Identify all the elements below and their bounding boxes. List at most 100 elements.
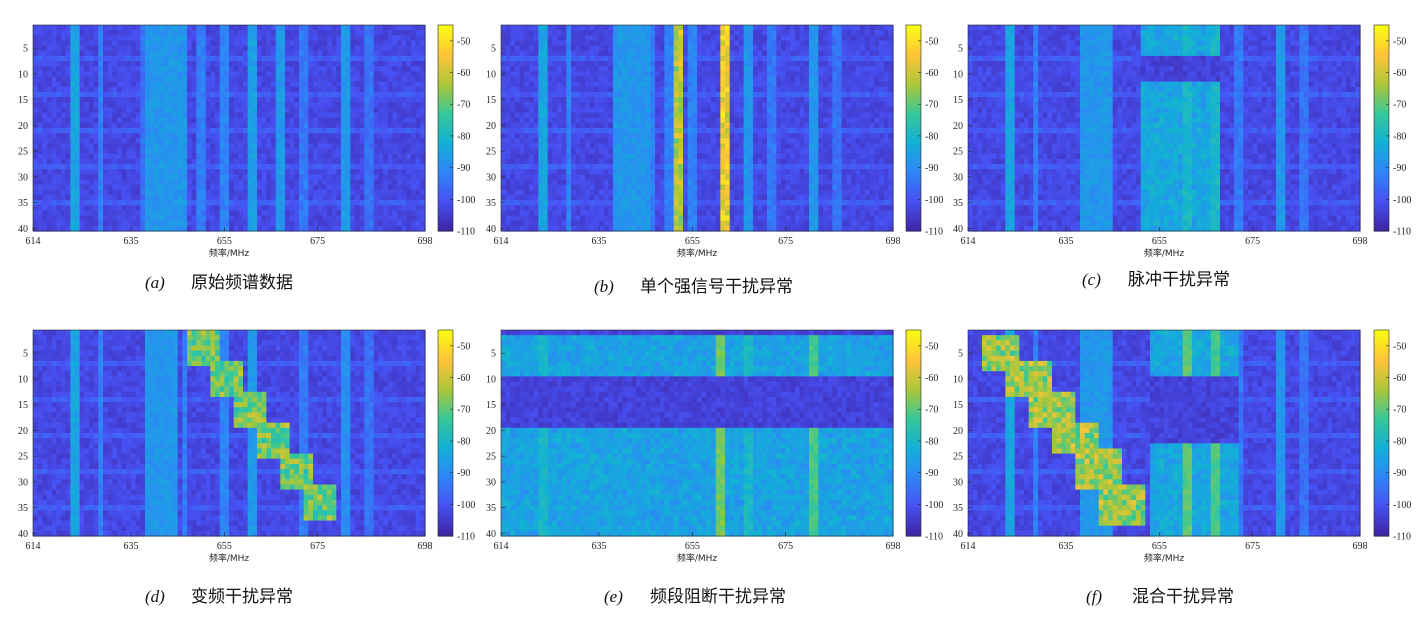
x-tick-label: 675 [310,236,325,247]
heatmap-cell [599,76,605,83]
heatmap-cell [196,179,202,186]
heatmap-cell [257,86,263,93]
heatmap-cell [140,50,146,57]
heatmap-cell [336,220,342,227]
heatmap-cell [767,91,773,98]
heatmap-cell [266,107,272,114]
heatmap-cell [580,61,586,67]
heatmap-cell [336,158,342,165]
heatmap-cells [33,25,426,232]
heatmap-cell [415,35,421,42]
heatmap-cell [266,174,272,181]
heatmap-cell [519,45,525,52]
heatmap-cell [823,50,829,57]
heatmap-cell [846,61,852,67]
heatmap-cell [322,184,328,191]
heatmap-cell [294,91,300,98]
heatmap-cell [285,194,291,201]
heatmap-cell [219,97,225,103]
heatmap-cell [378,169,384,175]
heatmap-cell [65,86,71,93]
colorbar-swatch [438,76,453,81]
heatmap-cell [739,50,745,57]
heatmap-cell [299,107,305,114]
heatmap-cell [280,143,286,150]
heatmap-cell [851,112,857,119]
heatmap-cell [659,66,665,72]
heatmap-cell [243,76,249,83]
heatmap-cell [659,86,665,93]
heatmap-cell [743,102,749,108]
heatmap-cell [515,35,521,42]
heatmap-cell [233,210,239,217]
heatmap-cell [289,102,295,108]
heatmap-cell [865,86,871,93]
heatmap-cell [411,205,417,211]
heatmap-cell [809,86,815,93]
heatmap-cell [112,194,118,201]
heatmap-cell [355,55,361,62]
heatmap-cell [406,148,412,155]
heatmap-cell [697,55,703,62]
heatmap-cell [322,148,328,155]
heatmap-cell [154,61,160,67]
heatmap-cell [387,143,393,150]
heatmap-cell [827,30,833,36]
heatmap-cell [387,71,393,78]
heatmap-cell [303,25,309,31]
heatmap-cell [659,102,665,108]
heatmap-cell [865,45,871,52]
heatmap-cell [369,138,375,145]
heatmap-cell [841,71,847,78]
heatmap-cell [350,169,356,175]
heatmap-cell [187,225,193,232]
heatmap-cell [706,40,712,47]
heatmap-cell [860,86,866,93]
heatmap-cell [173,210,179,217]
heatmap-cell [238,122,244,129]
heatmap-cell [622,112,628,119]
heatmap-cell [303,184,309,191]
heatmap-cell [715,55,721,62]
heatmap-cell [140,138,146,145]
heatmap-cell [515,40,521,47]
heatmap-cell [257,102,263,108]
heatmap-cell [355,174,361,181]
heatmap-cell [191,81,197,88]
heatmap-cell [89,133,95,139]
heatmap-cell [131,210,137,217]
heatmap-cell [313,138,319,145]
heatmap-cell [687,45,693,52]
heatmap-cell [406,128,412,134]
heatmap-cell [739,86,745,93]
heatmap-cell [219,169,225,175]
heatmap-cell [313,76,319,83]
heatmap-cell [711,55,717,62]
heatmap-cell [126,194,132,201]
heatmap-cell [51,117,57,124]
heatmap-cell [33,158,39,165]
heatmap-cell [341,86,347,93]
heatmap-cell [613,35,619,42]
heatmap-cell [331,158,337,165]
heatmap-cell [215,45,221,52]
heatmap-cell [224,97,230,103]
heatmap-cell [781,25,787,31]
heatmap-cell [285,35,291,42]
heatmap-cell [350,189,356,196]
heatmap-cell [98,45,104,52]
heatmap-cell [135,174,141,181]
heatmap-cell [317,117,323,124]
heatmap-cell [524,30,530,36]
heatmap-cell [543,45,549,52]
heatmap-cell [664,107,670,114]
heatmap-cell [706,97,712,103]
heatmap-cell [173,179,179,186]
heatmap-cell [257,30,263,36]
heatmap-cell [159,128,165,134]
heatmap-cell [415,117,421,124]
heatmap-cell [659,50,665,57]
heatmap-cell [594,86,600,93]
heatmap-cell [678,71,684,78]
heatmap-cell [415,71,421,78]
